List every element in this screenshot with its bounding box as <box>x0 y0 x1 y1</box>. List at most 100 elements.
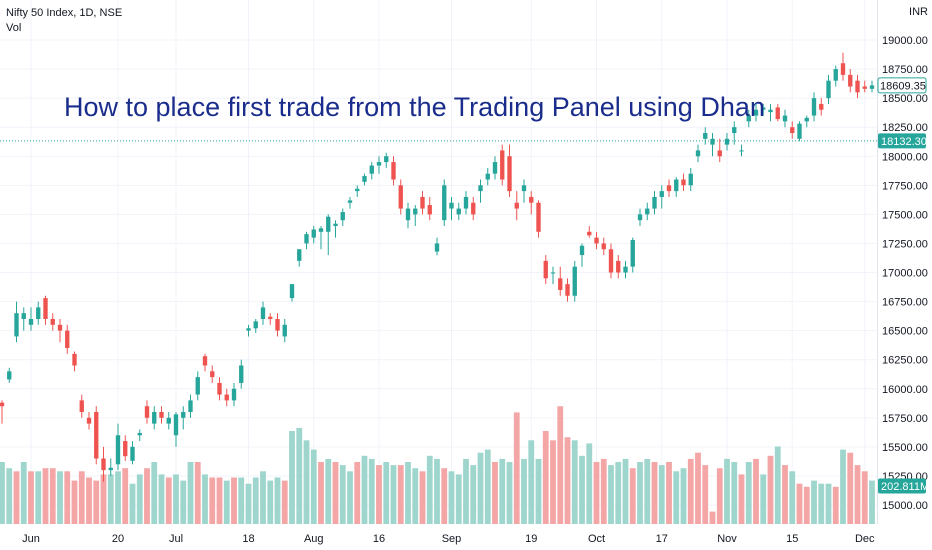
candle-body <box>819 103 824 110</box>
candle <box>826 74 831 104</box>
candle-body <box>804 117 809 122</box>
candle <box>710 133 715 157</box>
volume-bar <box>252 477 259 524</box>
candle <box>869 80 875 93</box>
volume-bar <box>767 455 774 524</box>
candle <box>108 458 113 476</box>
volume-bar <box>702 465 709 524</box>
candle-body <box>492 162 498 174</box>
time-tick-label: Sep <box>442 533 462 545</box>
candle <box>819 98 824 116</box>
candle <box>572 260 577 302</box>
volume-bar <box>455 474 462 524</box>
candle <box>645 202 650 221</box>
volume-indicator-label[interactable]: Vol <box>6 22 22 34</box>
candle <box>427 196 432 221</box>
candle <box>536 200 541 238</box>
gridlines <box>0 0 877 524</box>
candle <box>173 412 179 447</box>
volume-bar <box>622 458 629 524</box>
candle <box>449 196 454 221</box>
volume-bar <box>245 483 252 524</box>
candle-body <box>811 98 817 116</box>
volume-bar <box>673 471 680 524</box>
candle-body <box>449 202 454 209</box>
candle-body <box>529 196 534 203</box>
candle <box>14 301 19 343</box>
volume-bar <box>615 462 622 524</box>
volume-bar <box>724 458 730 524</box>
candle <box>282 319 287 343</box>
candle <box>507 144 512 197</box>
candle-body <box>507 156 512 192</box>
candle-body <box>21 313 26 319</box>
candle <box>616 255 621 279</box>
candle <box>550 266 556 285</box>
volume-bar <box>100 474 107 524</box>
candle-body <box>297 249 302 261</box>
candle-body <box>579 245 585 256</box>
volume-bar <box>695 452 701 524</box>
volume-bar <box>86 477 92 524</box>
candle-body <box>848 74 853 87</box>
candle <box>384 152 389 168</box>
volume-bar <box>637 462 643 524</box>
volume-bar <box>289 431 295 524</box>
volume-bar <box>260 471 266 524</box>
time-tick-label: 19 <box>525 533 537 545</box>
price-tick-label: 18500.00 <box>882 93 928 105</box>
volume-bar <box>774 446 781 524</box>
candle-body <box>108 467 113 471</box>
candle-body <box>355 188 360 192</box>
candle-body <box>478 185 483 192</box>
symbol-label[interactable]: Nifty 50 Index, 1D, NSE <box>6 7 123 19</box>
candle-body <box>195 377 200 395</box>
candle <box>115 423 121 471</box>
candle <box>28 307 34 331</box>
price-tick-label: 15750.00 <box>882 413 928 425</box>
volume-bar <box>339 465 346 524</box>
volume-bar <box>477 452 484 524</box>
candle-body <box>231 388 237 401</box>
volume-bar <box>0 462 5 524</box>
candle-body <box>7 371 12 380</box>
candle <box>492 156 498 180</box>
volume-bar <box>274 477 281 524</box>
volume-bar <box>296 427 303 524</box>
volume-bar <box>187 462 194 524</box>
candle <box>57 319 63 343</box>
candle-body <box>384 156 389 163</box>
candle-body <box>862 86 867 89</box>
candle <box>833 65 838 87</box>
candlesticks <box>0 52 875 482</box>
candle <box>623 260 628 279</box>
candle-body <box>115 435 121 465</box>
time-tick-label: Jul <box>169 533 183 545</box>
candle <box>804 115 809 128</box>
time-tick-label: Oct <box>588 533 605 545</box>
candle <box>355 185 360 197</box>
candle-body <box>565 284 570 296</box>
candle-body <box>137 432 142 436</box>
candle-body <box>782 115 788 122</box>
candle-body <box>550 272 556 274</box>
candle-body <box>601 243 606 250</box>
candle <box>652 191 657 215</box>
candle-body <box>637 214 643 221</box>
candle <box>434 237 440 256</box>
volume-bar <box>680 468 687 524</box>
last-price-badge: 18609.35 <box>877 77 927 94</box>
candle <box>579 243 585 267</box>
candle-body <box>855 80 860 93</box>
price-axis[interactable]: 15000.0015250.0015500.0015750.0016000.00… <box>882 35 928 512</box>
candle-body <box>681 179 686 186</box>
candle-body <box>739 150 744 152</box>
volume-bar <box>354 462 361 524</box>
candle <box>529 191 534 215</box>
candle <box>268 313 273 325</box>
candle <box>297 249 302 267</box>
candle-body <box>645 208 650 215</box>
candle-body <box>173 414 179 436</box>
time-axis[interactable]: Jun 20 Jul 18 Aug 16 Sep 19 Oct 17 Nov 15 Dec <box>22 533 875 545</box>
